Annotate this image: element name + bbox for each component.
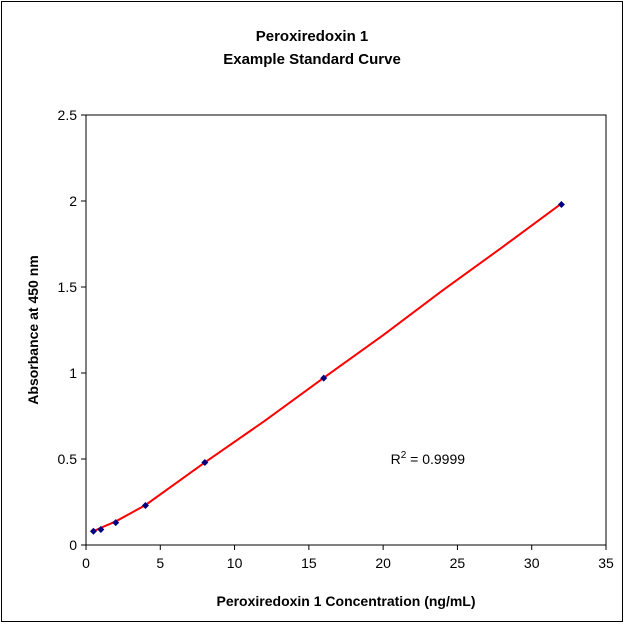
y-axis: 0 0.5 1 1.5 2 2.5 xyxy=(58,107,86,553)
data-point xyxy=(557,200,565,208)
y-tick-label: 1.5 xyxy=(58,279,78,295)
data-point xyxy=(320,374,328,382)
data-point xyxy=(89,527,97,535)
y-tick-label: 1 xyxy=(69,365,77,381)
x-tick-label: 30 xyxy=(524,555,540,571)
x-axis: 0 5 10 15 20 25 30 35 xyxy=(82,545,614,571)
data-points xyxy=(89,200,565,535)
x-tick-label: 35 xyxy=(598,555,614,571)
r-squared-value: = 0.9999 xyxy=(406,451,465,467)
x-axis-label: Peroxiredoxin 1 Concentration (ng/mL) xyxy=(216,593,475,609)
x-tick-label: 10 xyxy=(227,555,243,571)
chart-title: Peroxiredoxin 1 xyxy=(256,28,369,45)
x-tick-label: 15 xyxy=(301,555,317,571)
plot-area xyxy=(85,114,607,546)
r-squared-annotation: R2 = 0.9999 xyxy=(391,450,466,467)
y-tick-label: 0.5 xyxy=(58,451,78,467)
chart-subtitle: Example Standard Curve xyxy=(223,51,401,68)
data-point xyxy=(141,501,149,509)
y-tick-label: 2.5 xyxy=(58,107,78,123)
x-tick-label: 5 xyxy=(156,555,164,571)
trendline xyxy=(93,202,563,533)
x-tick-label: 20 xyxy=(375,555,391,571)
x-tick-label: 0 xyxy=(82,555,90,571)
y-tick-label: 2 xyxy=(69,193,77,209)
y-tick-label: 0 xyxy=(69,537,77,553)
r-squared-prefix: R xyxy=(391,451,401,467)
data-point xyxy=(97,526,105,534)
x-tick-label: 25 xyxy=(450,555,466,571)
data-point xyxy=(112,519,120,527)
r-squared-superscript: 2 xyxy=(401,450,407,461)
data-point xyxy=(201,458,209,466)
y-axis-label: Absorbance at 450 nm xyxy=(25,255,41,404)
